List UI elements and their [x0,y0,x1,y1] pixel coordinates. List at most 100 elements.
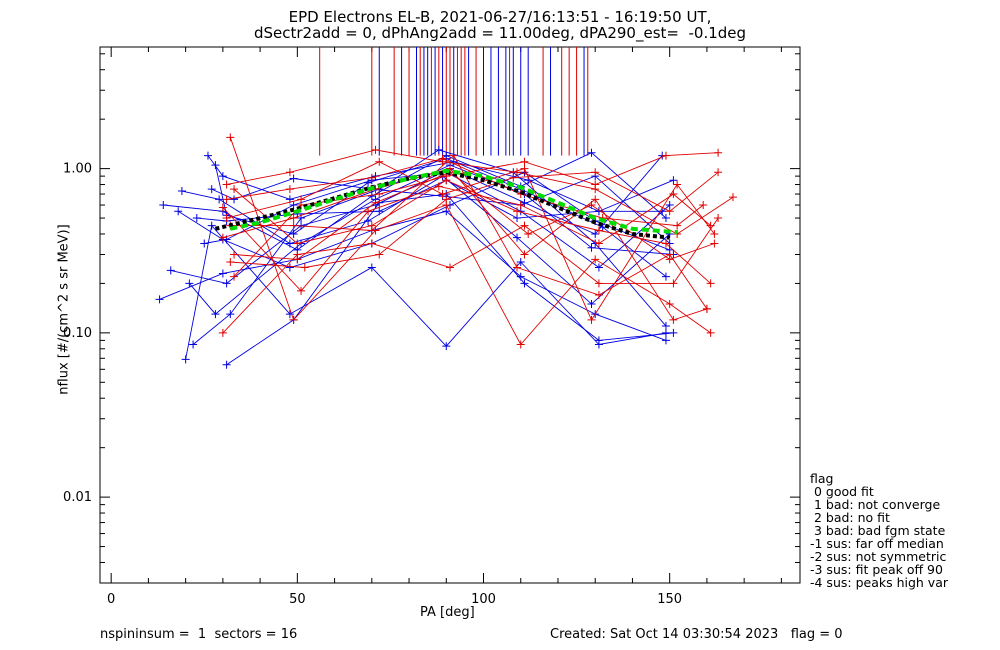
data-point [591,195,600,204]
data-point [591,255,600,264]
data-point [289,201,298,210]
x-axis-label: PA [deg] [420,605,475,620]
data-point [293,239,302,248]
data-point [181,355,190,364]
data-point [192,214,201,223]
data-point [661,336,670,345]
series-line [230,171,719,268]
series-line [230,154,708,310]
data-point [222,360,231,369]
data-point [289,315,298,324]
data-point [230,272,239,281]
data-point [211,310,220,319]
series-line [226,149,734,235]
data-point [289,221,298,230]
x-tick-label: 150 [657,592,682,607]
data-point [706,328,715,337]
data-point [438,154,447,163]
data-point [591,168,600,177]
data-point [218,203,227,212]
data-point [375,190,384,199]
footer-spin-info: nspininsum = 1 sectors = 16 [100,627,298,642]
data-point [516,272,525,281]
data-point [293,255,302,264]
data-point [371,145,380,154]
series-line [222,217,719,334]
data-point [513,207,522,216]
data-point [520,250,529,259]
data-point [661,328,670,337]
data-point [189,340,198,349]
legend-item: 3 bad: bad fgm state [810,523,946,538]
data-point [594,226,603,235]
data-point [513,233,522,242]
data-point [218,233,227,242]
x-tick-label: 100 [471,592,496,607]
data-point [594,207,603,216]
data-point [587,243,596,252]
median-line [214,170,670,240]
data-point [669,315,678,324]
data-point [669,328,678,337]
legend-item: -2 sus: not symmetric [810,549,947,564]
data-point [673,180,682,189]
data-point [285,239,294,248]
data-point [367,173,376,182]
data-point [226,133,235,142]
data-point [289,214,298,223]
y-tick-label: 0.01 [63,490,92,505]
data-point [520,164,529,173]
data-point [371,198,380,207]
data-point [594,239,603,248]
data-point [222,279,231,288]
tick-labels: 0 50 100 150 0.01 0.10 1.00 [63,162,682,607]
series-line [181,175,670,305]
data-point [520,157,529,166]
legend-item: 2 bad: no fit [810,510,890,525]
data-point [591,180,600,189]
data-point [661,239,670,248]
data-point [215,195,224,204]
data-point [159,201,168,210]
data-point [594,336,603,345]
data-point [300,263,309,272]
data-point [177,187,186,196]
data-point [230,250,239,259]
legend-item: -3 sus: fit peak off 90 [810,562,943,577]
series-line [233,152,719,277]
x-tick-label: 0 [107,592,115,607]
data-point [375,207,384,216]
data-point [714,214,723,223]
clipped-data [155,47,737,369]
flag-legend: flag 0 good fit 1 bad: not converge 2 ba… [810,472,948,589]
data-point [226,310,235,319]
data-point [513,214,522,223]
data-point [516,258,525,267]
data-point [702,304,711,313]
data-point [587,148,596,157]
data-point [714,148,723,157]
data-point [714,168,723,177]
series-line [214,158,667,277]
data-point [297,195,306,204]
legend-item: 0 good fit [810,484,874,499]
data-point [207,185,216,194]
series-line [185,224,667,360]
data-point [200,239,209,248]
data-point [222,195,231,204]
data-point [661,151,670,160]
data-point [728,193,737,202]
data-point [706,279,715,288]
series-line [192,149,667,345]
data-point [442,176,451,185]
data-point [367,239,376,248]
y-axis-label: nflux [#/(cm^2 s sr MeV)] [56,224,72,395]
data-point [665,255,674,264]
data-point [375,157,384,166]
data-point [513,263,522,272]
data-point [174,207,183,216]
series-line [222,168,708,321]
data-point [364,178,373,187]
y-tick-label: 0.10 [63,326,92,341]
